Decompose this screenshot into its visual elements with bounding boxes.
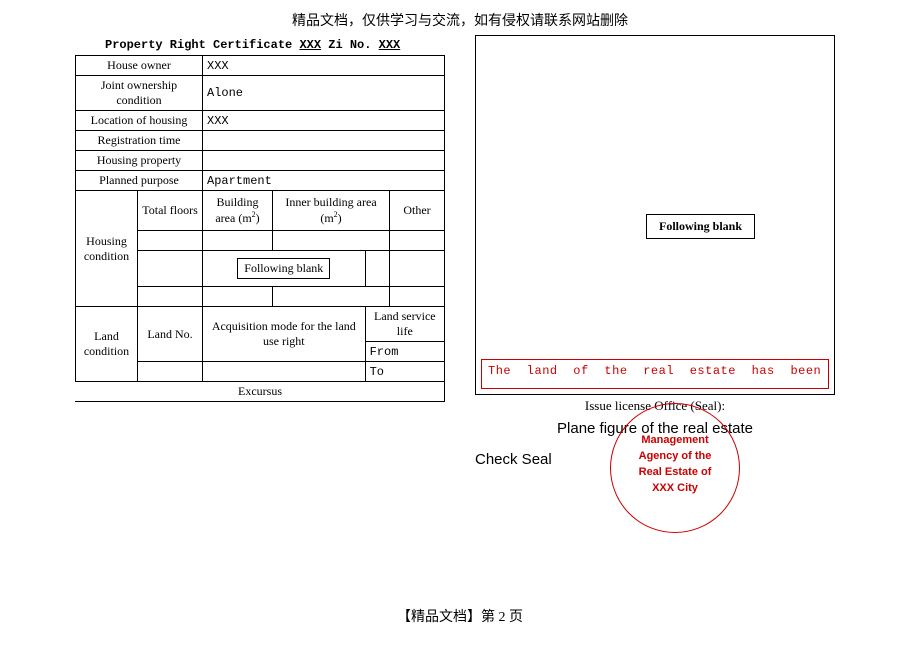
table-row: Planned purpose Apartment [76,171,445,191]
seal-line: Real Estate of [611,464,739,480]
seal-line: Agency of the [611,448,739,464]
excursus-label: Excursus [76,382,445,402]
table-row: House owner XXX [76,56,445,76]
cell [138,362,203,382]
right-column: Following blank The land of the real est… [475,35,835,468]
row-value: XXX [203,56,445,76]
from-cell: From [365,342,444,362]
table-row: Registration time [76,131,445,151]
land-service-label: Land service life [365,307,444,342]
cell [138,287,203,307]
row-label: Joint ownership condition [76,76,203,111]
cell [203,231,273,251]
acq-mode-label: Acquisition mode for the land use right [203,307,366,362]
table-row: Housing property [76,151,445,171]
page-footer: 【精品文档】第 2 页 [0,606,920,626]
housing-condition-label: Housing condition [76,191,138,307]
housing-header-row: Housing condition Total floors Building … [76,191,445,231]
row-value: Alone [203,76,445,111]
land-no-label: Land No. [138,307,203,362]
col-header: Building area (m2) [203,191,273,231]
cert-xxx1: XXX [299,38,321,52]
row-label: Registration time [76,131,203,151]
cell [138,251,203,287]
col-header: Inner building area (m2) [273,191,390,231]
seal-line: Management [611,432,739,448]
check-seal-row: Check Seal Management Agency of the Real… [475,451,835,468]
cell [390,251,445,287]
cell [273,287,390,307]
cell [138,231,203,251]
cell [203,287,273,307]
row-value [203,131,445,151]
col-header: Total floors [138,191,203,231]
check-seal-label: Check Seal [475,451,552,468]
following-blank-box: Following blank [237,258,330,279]
col-header: Other [390,191,445,231]
cell [390,231,445,251]
certificate-table: House owner XXX Joint ownership conditio… [75,55,445,402]
row-value: Apartment [203,171,445,191]
table-row: Joint ownership condition Alone [76,76,445,111]
seal-stamp: Management Agency of the Real Estate of … [610,403,740,533]
cert-prefix: Property Right Certificate [105,38,299,52]
cert-xxx2: XXX [379,38,401,52]
row-value: XXX [203,111,445,131]
row-value [203,151,445,171]
cert-zi: Zi No. [321,38,379,52]
cell [365,251,389,287]
seal-line: XXX City [611,480,739,496]
cell [273,231,390,251]
following-blank-cell: Following blank [203,251,366,287]
content-wrapper: Property Right Certificate XXX Zi No. XX… [0,35,920,468]
left-column: Property Right Certificate XXX Zi No. XX… [75,35,445,468]
row-label: Planned purpose [76,171,203,191]
table-row: Location of housing XXX [76,111,445,131]
cell [390,287,445,307]
cell [203,362,366,382]
land-condition-label: Land condition [76,307,138,382]
certificate-title: Property Right Certificate XXX Zi No. XX… [75,35,445,55]
row-label: House owner [76,56,203,76]
row-label: Location of housing [76,111,203,131]
following-blank-panel: Following blank The land of the real est… [475,35,835,395]
row-label: Housing property [76,151,203,171]
following-blank-inner: Following blank [646,214,755,239]
header-note: 精品文档，仅供学习与交流，如有侵权请联系网站删除 [0,0,920,30]
red-statement-box: The land of the real estate has been [481,359,829,389]
to-cell: To [365,362,444,382]
land-header-row: Land condition Land No. Acquisition mode… [76,307,445,342]
excursus-row: Excursus [76,382,445,402]
